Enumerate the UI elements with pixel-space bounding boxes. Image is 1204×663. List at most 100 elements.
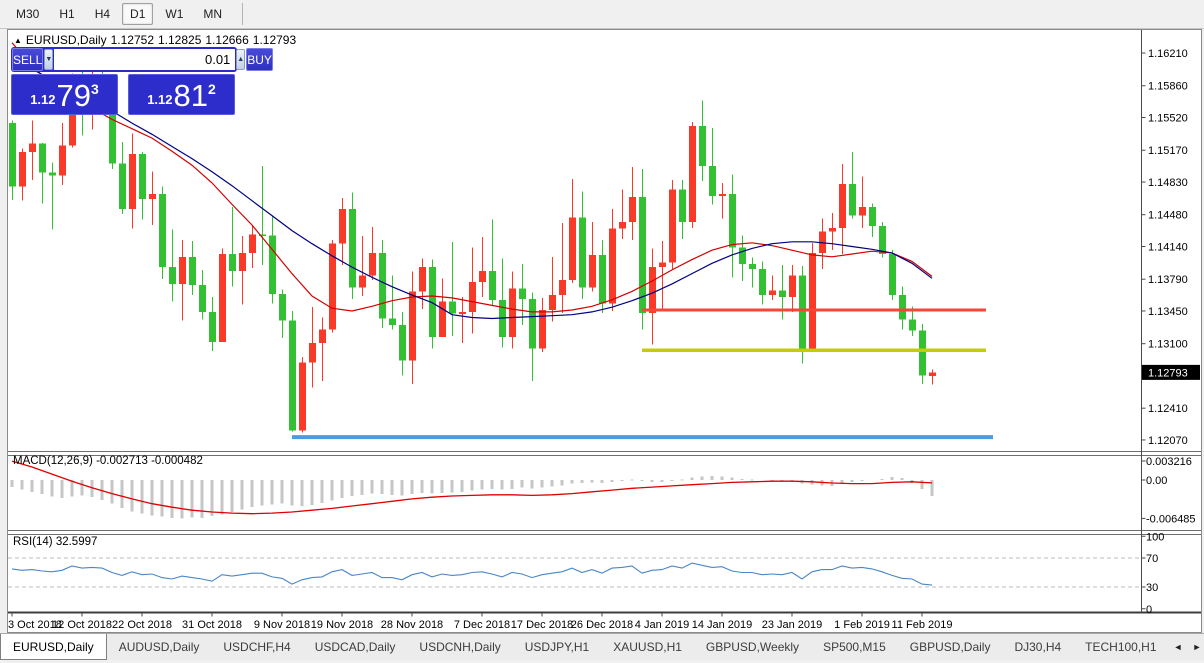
svg-text:23 Jan 2019: 23 Jan 2019 xyxy=(762,619,823,631)
buy-price-panel[interactable]: 1.12 81 2 xyxy=(128,74,235,115)
svg-text:31 Oct 2018: 31 Oct 2018 xyxy=(182,619,242,631)
macd-signal-line xyxy=(11,460,933,515)
rsi-line xyxy=(11,562,933,586)
symbol-tab-audusd-daily[interactable]: AUDUSD,Daily xyxy=(118,640,200,654)
symbol-tab-tech100-h1[interactable]: TECH100,H1 xyxy=(1085,640,1157,654)
svg-text:11 Feb 2019: 11 Feb 2019 xyxy=(892,619,953,631)
trade-prices-row: 1.12 79 3 1.12 81 2 xyxy=(11,74,237,115)
triangle-down-icon: ▼ xyxy=(45,56,53,63)
symbol-tab-bar: EURUSD,Daily AUDUSD,Daily USDCHF,H4 USDCAD,… xyxy=(0,633,1204,660)
svg-text:1.16210: 1.16210 xyxy=(1148,48,1188,60)
timeframe-button-h4[interactable]: H4 xyxy=(94,7,111,21)
svg-text:1.14830: 1.14830 xyxy=(1148,177,1188,189)
symbol-tab-gbpusd-daily[interactable]: GBPUSD,Daily xyxy=(909,640,991,654)
ma-slow-blue-line xyxy=(11,52,933,320)
sell-price-big: 79 xyxy=(56,78,91,113)
svg-text:1.12070: 1.12070 xyxy=(1148,435,1188,447)
symbol-tab-usdcad-daily[interactable]: USDCAD,Daily xyxy=(314,640,396,654)
svg-text:1.13450: 1.13450 xyxy=(1148,306,1188,318)
volume-increase-button[interactable]: ▲ xyxy=(236,49,246,70)
svg-text:RSI(14) 32.5997: RSI(14) 32.5997 xyxy=(13,536,97,548)
sell-price-prefix: 1.12 xyxy=(30,92,56,107)
svg-text:1.14140: 1.14140 xyxy=(1148,241,1188,253)
svg-text:30: 30 xyxy=(1146,582,1158,594)
svg-text:0.003216: 0.003216 xyxy=(1146,456,1192,468)
tab-scroll-left-icon[interactable]: ◄ xyxy=(1173,642,1183,652)
svg-text:4 Jan 2019: 4 Jan 2019 xyxy=(635,619,689,631)
timeframe-button-w1[interactable]: W1 xyxy=(165,7,184,21)
symbol-tab-eurusd-daily[interactable]: EURUSD,Daily xyxy=(0,634,107,660)
trade-controls-row: SELL ▼ ▲ BUY xyxy=(11,47,273,72)
buy-price-big: 81 xyxy=(173,78,208,113)
svg-text:22 Oct 2018: 22 Oct 2018 xyxy=(112,619,172,631)
sell-button[interactable]: SELL xyxy=(12,48,44,71)
timeframe-button-d1[interactable]: D1 xyxy=(122,3,154,25)
svg-text:28 Nov 2018: 28 Nov 2018 xyxy=(381,619,443,631)
symbol-tab-xauusd-h1[interactable]: XAUUSD,H1 xyxy=(613,640,682,654)
rsi-level-lines xyxy=(8,557,1141,588)
sell-price-sup: 3 xyxy=(91,81,99,97)
buy-price-sup: 2 xyxy=(208,81,216,97)
svg-text:-0.006485: -0.006485 xyxy=(1146,513,1196,525)
macd-axis: 0.003216 0.00 -0.006485 xyxy=(1141,456,1196,525)
symbol-tab-dj30-h4[interactable]: DJ30,H4 xyxy=(1014,640,1062,654)
svg-text:19 Nov 2018: 19 Nov 2018 xyxy=(311,619,373,631)
triangle-up-icon: ▲ xyxy=(237,56,245,63)
svg-text:1.13100: 1.13100 xyxy=(1148,339,1188,351)
symbol-tab-sp500-m15[interactable]: SP500,M15 xyxy=(823,640,886,654)
svg-text:0.00: 0.00 xyxy=(1146,475,1167,487)
svg-text:1.15170: 1.15170 xyxy=(1148,145,1188,157)
rsi-axis: 100 70 30 0 xyxy=(1141,531,1164,616)
svg-text:1.15520: 1.15520 xyxy=(1148,113,1188,125)
svg-text:3 Oct 2018: 3 Oct 2018 xyxy=(8,619,62,631)
svg-text:12 Oct 2018: 12 Oct 2018 xyxy=(52,619,112,631)
volume-decrease-button[interactable]: ▼ xyxy=(44,49,54,70)
quote-high: 1.12825 xyxy=(158,33,202,47)
svg-text:70: 70 xyxy=(1146,553,1158,565)
svg-text:17 Dec 2018: 17 Dec 2018 xyxy=(511,619,573,631)
quote-symbol: EURUSD,Daily xyxy=(25,33,107,47)
chart-canvas[interactable]: 1.16210 1.15860 1.15520 1.15170 1.14830 1.144… xyxy=(8,30,1201,632)
buy-price-prefix: 1.12 xyxy=(147,92,173,107)
svg-text:0: 0 xyxy=(1146,604,1152,616)
ma-fast-red-line xyxy=(11,42,933,313)
chart-window: 1.16210 1.15860 1.15520 1.15170 1.14830 1.144… xyxy=(7,29,1202,633)
symbol-tab-usdjpy-h1[interactable]: USDJPY,H1 xyxy=(524,640,590,654)
svg-text:100: 100 xyxy=(1146,531,1164,543)
quote-header: ▲ EURUSD,Daily 1.12752 1.12825 1.12666 1.1279… xyxy=(14,33,300,47)
price-panel-gap xyxy=(118,74,128,115)
one-click-collapse-icon[interactable]: ▲ xyxy=(14,36,22,45)
svg-text:1 Feb 2019: 1 Feb 2019 xyxy=(834,619,890,631)
symbol-tab-usdcnh-daily[interactable]: USDCNH,Daily xyxy=(419,640,501,654)
tab-scroll-controls: ◄ ► xyxy=(1169,634,1204,660)
svg-text:1.15860: 1.15860 xyxy=(1148,81,1188,93)
symbol-tab-gbpusd-weekly[interactable]: GBPUSD,Weekly xyxy=(705,640,800,654)
tab-scroll-right-icon[interactable]: ► xyxy=(1192,642,1202,652)
quote-low: 1.12666 xyxy=(205,33,249,47)
indicator-labels: MACD(12,26,9) -0.002713 -0.000482 RSI(14)… xyxy=(13,455,203,548)
svg-text:9 Nov 2018: 9 Nov 2018 xyxy=(254,619,310,631)
buy-button[interactable]: BUY xyxy=(246,48,273,71)
price-axis: 1.16210 1.15860 1.15520 1.15170 1.14830 1.144… xyxy=(1141,30,1188,613)
timeframe-button-m30[interactable]: M30 xyxy=(16,7,40,21)
macd-histogram xyxy=(10,475,934,519)
volume-input[interactable] xyxy=(54,49,236,70)
pane-separators xyxy=(8,451,1201,614)
svg-text:14 Jan 2019: 14 Jan 2019 xyxy=(692,619,753,631)
symbol-tab-usdchf-h4[interactable]: USDCHF,H4 xyxy=(223,640,291,654)
svg-text:1.12793: 1.12793 xyxy=(1148,367,1188,379)
quote-close: 1.12793 xyxy=(252,33,297,47)
svg-text:26 Dec 2018: 26 Dec 2018 xyxy=(571,619,633,631)
svg-text:MACD(12,26,9) -0.002713 -0.000: MACD(12,26,9) -0.002713 -0.000482 xyxy=(13,455,203,467)
timeframe-button-h1[interactable]: H1 xyxy=(59,7,75,21)
candlesticks xyxy=(9,53,936,433)
svg-text:1.13790: 1.13790 xyxy=(1148,274,1188,286)
timeframe-button-mn[interactable]: MN xyxy=(203,7,223,21)
current-price-badge: 1.12793 xyxy=(1142,364,1200,380)
toolbar-separator xyxy=(242,3,244,25)
timeframe-toolbar: M30 H1 H4 D1 W1 MN xyxy=(0,0,1204,29)
sell-price-panel[interactable]: 1.12 79 3 xyxy=(11,74,118,115)
one-click-trading-panel: SELL ▼ ▲ BUY 1.12 79 3 1.12 81 2 xyxy=(11,47,273,115)
